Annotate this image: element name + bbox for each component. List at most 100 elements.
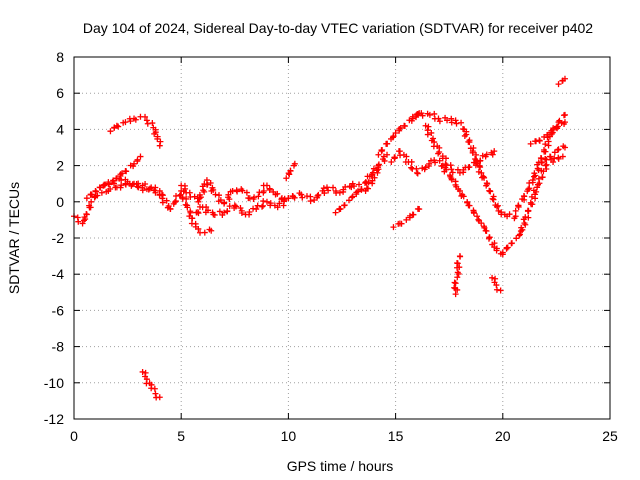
series-track-20 — [512, 111, 568, 214]
data-point-interp — [543, 156, 550, 163]
data-point-interp — [527, 199, 534, 206]
data-point — [323, 184, 330, 191]
data-point — [131, 160, 138, 167]
data-point-interp — [535, 175, 542, 182]
y-tick-label: -12 — [44, 411, 64, 427]
data-point-interp — [216, 208, 223, 215]
data-point — [83, 195, 90, 202]
data-point — [285, 195, 292, 202]
data-point-interp — [142, 181, 149, 188]
data-point-interp — [489, 151, 496, 158]
data-point — [491, 148, 498, 155]
data-point-interp — [307, 198, 314, 205]
data-point-interp — [149, 120, 156, 127]
data-point-interp — [531, 170, 538, 177]
data-point-interp — [221, 199, 228, 206]
data-point-interp — [542, 156, 549, 163]
data-point-interp — [224, 208, 231, 215]
data-point — [527, 140, 534, 147]
data-point-interp — [454, 166, 461, 173]
data-point-interp — [203, 181, 210, 188]
data-point-interp — [513, 235, 520, 242]
data-point — [555, 81, 562, 88]
data-point-interp — [406, 214, 413, 221]
data-point — [274, 204, 281, 211]
data-point — [497, 287, 504, 294]
data-point-interp — [454, 260, 461, 267]
data-point-interp — [133, 180, 140, 187]
data-point-interp — [493, 286, 500, 293]
data-point — [474, 213, 481, 220]
series-track-4 — [107, 113, 164, 149]
data-point-interp — [266, 185, 273, 192]
data-point — [201, 229, 208, 236]
data-point — [208, 227, 215, 234]
data-point-interp — [204, 207, 211, 214]
data-point — [349, 193, 356, 200]
data-point-interp — [525, 214, 532, 221]
data-point-interp — [425, 162, 432, 169]
series-track-3 — [96, 153, 144, 191]
data-point — [298, 191, 305, 198]
data-point-interp — [525, 186, 532, 193]
data-point-interp — [549, 126, 556, 133]
data-point-interp — [483, 228, 490, 235]
data-point — [263, 182, 270, 189]
data-point-interp — [458, 119, 465, 126]
data-point-interp — [142, 113, 149, 120]
data-point-interp — [201, 188, 208, 195]
data-point — [107, 128, 114, 135]
data-point — [332, 209, 339, 216]
data-point-interp — [380, 153, 387, 160]
data-point — [489, 274, 496, 281]
data-point — [561, 111, 568, 118]
data-point-interp — [356, 181, 363, 188]
data-point-interp — [401, 123, 408, 130]
data-point — [559, 153, 566, 160]
data-point-interp — [210, 186, 217, 193]
data-point-interp — [348, 194, 355, 201]
data-point — [416, 206, 423, 213]
data-point-interp — [542, 141, 549, 148]
data-point-interp — [216, 192, 222, 199]
data-point-interp — [375, 161, 382, 168]
data-point-interp — [436, 118, 443, 125]
data-point-interp — [132, 116, 139, 123]
data-point-interp — [528, 193, 535, 200]
data-point-interp — [524, 207, 531, 214]
data-point-interp — [325, 187, 332, 194]
data-point — [88, 198, 95, 205]
data-point-interp — [533, 188, 540, 195]
data-point — [561, 75, 568, 82]
data-point-interp — [485, 235, 492, 242]
data-point — [152, 189, 159, 196]
data-point — [336, 189, 343, 196]
data-point-interp — [403, 153, 410, 160]
data-point — [221, 209, 228, 216]
data-point — [291, 160, 298, 167]
data-point-interp — [475, 216, 482, 223]
data-point-interp — [93, 188, 100, 195]
series-track-23 — [555, 75, 568, 88]
data-point — [456, 253, 463, 260]
data-point — [426, 111, 433, 118]
data-point-interp — [159, 199, 166, 206]
data-point-interp — [203, 204, 210, 211]
data-point — [263, 198, 270, 205]
data-point — [403, 216, 410, 223]
data-point-interp — [442, 155, 449, 162]
data-point-interp — [346, 197, 353, 204]
data-point-interp — [534, 181, 541, 188]
data-point-interp — [424, 131, 431, 138]
data-point — [152, 390, 159, 397]
data-point-interp — [493, 203, 500, 210]
data-point-interp — [274, 190, 281, 197]
data-point-interp — [94, 192, 101, 199]
data-point — [555, 146, 562, 153]
y-tick-label: 0 — [56, 194, 64, 210]
y-tick-label: 4 — [56, 121, 64, 137]
data-point-interp — [260, 198, 267, 205]
data-point-interp — [291, 194, 298, 201]
data-point-interp — [238, 207, 245, 214]
data-point — [409, 113, 416, 120]
